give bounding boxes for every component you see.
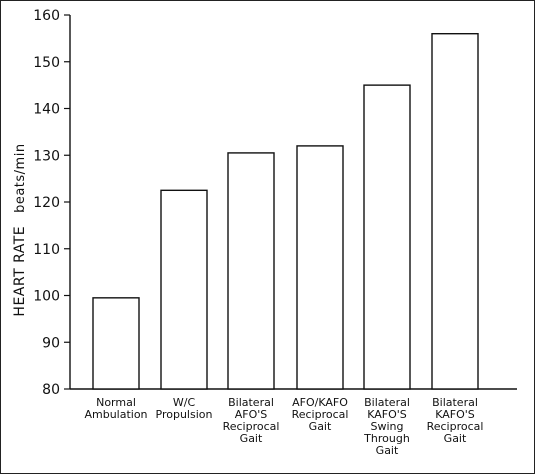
y-axis-title-text: HEART RATE beats/min [12,143,28,316]
y-tick-label: 90 [42,335,60,351]
x-category-label-line: Bilateral [364,396,410,409]
y-tick-label: 130 [33,148,60,164]
x-category-label: W/C Propulsion [156,396,213,421]
x-category-label-line: KAFO'S [435,408,475,421]
x-category-label-line: AFO/KAFO [292,396,348,409]
x-category-label-line: AFO'S [235,408,268,421]
x-category-label-line: Gait [376,444,399,457]
y-tick-label: 110 [33,242,60,258]
bar [227,152,275,390]
x-category-label-line: Normal [96,396,136,409]
y-tick-label: 150 [33,55,60,71]
x-category-label-line: Reciprocal [427,420,484,433]
x-category-label-line: Ambulation [84,408,147,421]
x-category-label: Bilateral KAFO'S Reciprocal Gait [427,396,484,445]
y-tick-label: 80 [42,382,60,398]
x-category-label-line: Swing [371,420,404,433]
x-category-label: Bilateral AFO'S Reciprocal Gait [223,396,280,445]
y-tick-label: 100 [33,289,60,305]
y-ticks: 80 90 100 110 120 130 140 150 160 [33,8,70,398]
bar [160,189,208,390]
bar [92,297,140,390]
x-category-label-line: Reciprocal [223,420,280,433]
bars [92,33,479,390]
x-category-label: Normal Ambulation [84,396,147,421]
x-category-label: AFO/KAFO Reciprocal Gait [292,396,349,433]
y-axis-title-main: HEART RATE [12,226,28,317]
x-category-label: Bilateral KAFO'S Swing Through Gait [363,396,410,457]
x-category-label-line: Bilateral [228,396,274,409]
x-category-label-line: W/C [173,396,196,409]
y-tick-label: 160 [33,8,60,24]
y-axis-title-unit: beats/min [13,143,28,212]
x-category-label-line: KAFO'S [367,408,407,421]
x-category-label-line: Gait [309,420,332,433]
y-tick-label: 120 [33,195,60,211]
x-category-label-line: Through [363,432,410,445]
bar [431,33,479,390]
bar [363,84,411,390]
y-tick-label: 140 [33,102,60,118]
x-category-label-line: Propulsion [156,408,213,421]
x-category-label-line: Bilateral [432,396,478,409]
x-category-label-line: Reciprocal [292,408,349,421]
y-axis-title: HEART RATE beats/min [12,143,28,316]
x-category-label-line: Gait [444,432,467,445]
bar [296,145,344,390]
x-category-label-line: Gait [240,432,263,445]
